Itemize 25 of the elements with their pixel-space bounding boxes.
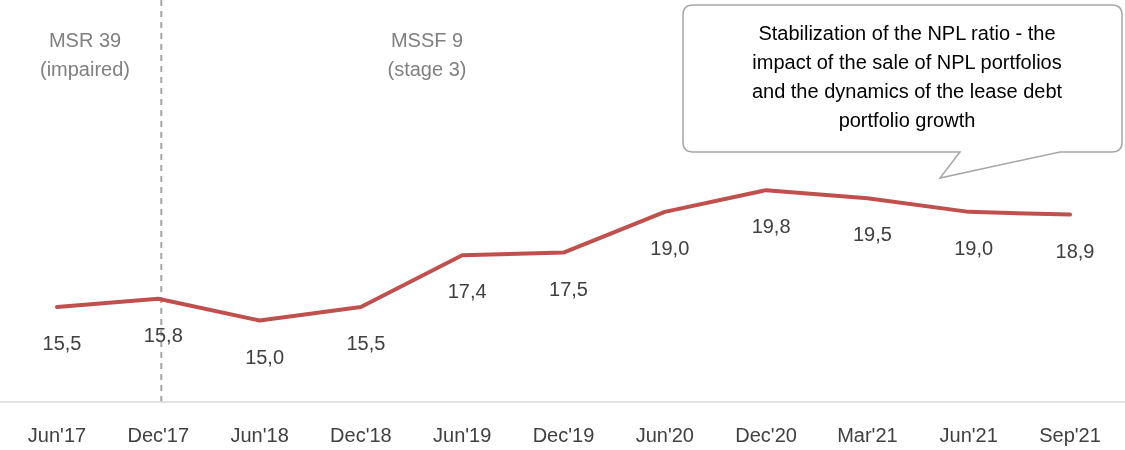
data-label: 17,5 — [549, 277, 588, 300]
data-label: 15,8 — [143, 323, 183, 346]
x-tick-label: Jun'20 — [635, 424, 694, 446]
data-label: 19,0 — [650, 236, 690, 259]
data-label: 18,9 — [1055, 239, 1095, 262]
x-tick-label: Mar'21 — [837, 424, 898, 446]
data-label: 15,5 — [346, 331, 386, 354]
data-label: 19,0 — [954, 236, 994, 259]
x-tick-label: Jun'18 — [230, 424, 289, 446]
x-tick-label: Dec'17 — [127, 424, 190, 446]
data-label: 19,5 — [852, 223, 892, 246]
annotation: MSSF 9 (stage 3) — [387, 29, 467, 80]
x-tick-label: Dec'19 — [532, 424, 595, 446]
annotation: MSR 39 (impaired) — [39, 29, 131, 80]
data-label: 17,4 — [447, 280, 487, 303]
x-tick-label: Dec'18 — [330, 424, 392, 446]
x-tick-label: Jun'19 — [433, 424, 492, 446]
x-tick-label: Jun'17 — [27, 424, 87, 446]
x-tick-label: Dec'20 — [735, 424, 797, 446]
x-tick-label: Sep'21 — [1039, 424, 1101, 446]
data-label: 15,5 — [42, 331, 82, 354]
data-label: 19,8 — [751, 215, 791, 238]
annotation: Stabilization of the NPL ratio - the impact of the sale of NPL portfolios and the dynamics of the lease debt portfolio growth — [751, 22, 1063, 131]
x-tick-label: Jun'21 — [939, 424, 998, 446]
data-label: 15,0 — [245, 345, 285, 368]
